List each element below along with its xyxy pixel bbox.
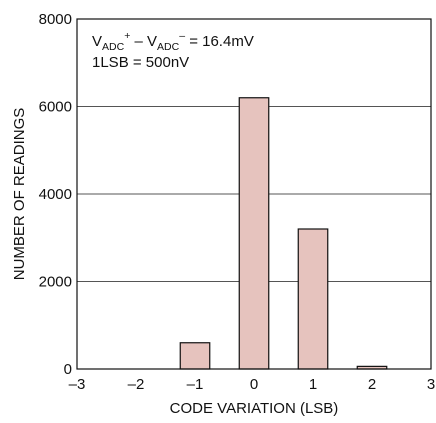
bar xyxy=(297,228,329,370)
anno-tail: = 16.4mV xyxy=(185,33,254,50)
anno-v1: V xyxy=(92,33,102,50)
x-tick-label: 2 xyxy=(368,376,376,393)
x-tick-label: –2 xyxy=(128,376,145,393)
y-tick-labels: 0 2000 4000 6000 8000 xyxy=(39,11,72,378)
y-tick-label: 8000 xyxy=(39,11,72,28)
anno-sup2: – xyxy=(179,30,185,42)
y-tick-label: 0 xyxy=(64,361,72,378)
plot-frame xyxy=(76,18,432,370)
bar xyxy=(179,342,211,370)
x-tick-label: –3 xyxy=(69,376,86,393)
y-axis-label: NUMBER OF READINGS xyxy=(11,108,28,281)
x-axis-label: CODE VARIATION (LSB) xyxy=(170,400,339,417)
anno-sub1: ADC xyxy=(102,41,125,53)
anno-mid: – V xyxy=(130,33,157,50)
bar xyxy=(238,97,270,370)
annotation-line-1: VADC+ – VADC– = 16.4mV xyxy=(92,30,254,53)
bar-group xyxy=(179,97,388,370)
x-tick-label: –1 xyxy=(187,376,204,393)
x-tick-labels: –3 –2 –1 0 1 2 3 xyxy=(69,376,436,393)
y-tick-label: 4000 xyxy=(39,186,72,203)
y-tick-label: 2000 xyxy=(39,274,72,291)
anno-sup1: + xyxy=(124,30,130,42)
annotation-line-2: 1LSB = 500nV xyxy=(92,54,189,71)
x-tick-label: 3 xyxy=(427,376,435,393)
x-tick-label: 1 xyxy=(309,376,317,393)
y-tick-label: 6000 xyxy=(39,99,72,116)
anno-sub2: ADC xyxy=(157,41,180,53)
x-tick-label: 0 xyxy=(250,376,258,393)
